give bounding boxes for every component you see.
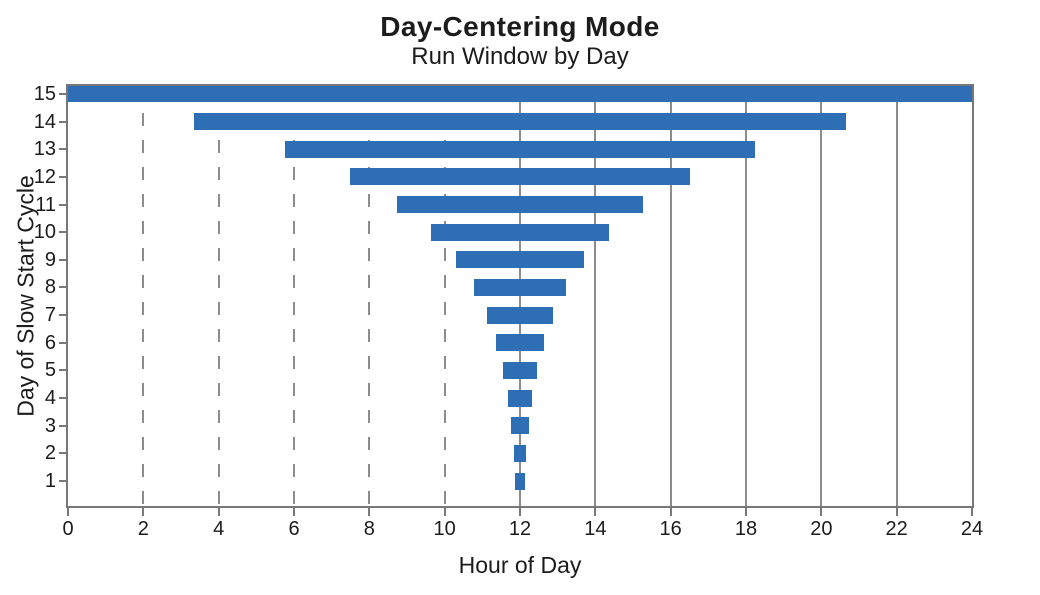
x-tick-mark-18 xyxy=(745,508,747,516)
x-tick-label-8: 8 xyxy=(363,518,375,540)
gridline-dashed-hour-6 xyxy=(293,86,295,506)
y-tick-mark-2 xyxy=(59,452,66,455)
y-tick-label-7: 7 xyxy=(44,304,56,327)
x-tick-mark-2 xyxy=(142,508,145,516)
y-tick-mark-11 xyxy=(59,203,66,206)
x-tick-label-16: 16 xyxy=(659,518,682,540)
x-tick-label-24: 24 xyxy=(960,518,984,540)
x-tick-mark-16 xyxy=(669,508,672,516)
gridline-solid-hour-22 xyxy=(895,86,898,506)
y-tick-mark-5 xyxy=(59,369,66,372)
gridline-solid-hour-12 xyxy=(519,86,521,506)
x-tick-label-20: 20 xyxy=(810,518,833,540)
y-tick-mark-3 xyxy=(59,424,66,427)
gridline-dashed-hour-2 xyxy=(142,86,145,506)
y-tick-label-6: 6 xyxy=(44,331,56,354)
y-tick-label-9: 9 xyxy=(44,248,56,271)
x-tick-label-4: 4 xyxy=(213,518,225,540)
y-tick-label-2: 2 xyxy=(44,442,56,465)
x-tick-mark-10 xyxy=(443,508,446,516)
x-tick-label-22: 22 xyxy=(885,518,908,540)
run-window-bar-day-13 xyxy=(284,140,756,158)
run-window-bar-day-9 xyxy=(455,251,585,269)
x-tick-mark-0 xyxy=(67,508,69,516)
run-window-bar-day-10 xyxy=(431,223,609,241)
run-window-bar-day-1 xyxy=(515,472,525,490)
x-tick-mark-6 xyxy=(293,508,295,516)
y-tick-label-1: 1 xyxy=(44,470,56,492)
run-window-bar-day-2 xyxy=(513,444,527,462)
x-tick-mark-8 xyxy=(368,508,371,516)
x-tick-mark-14 xyxy=(594,508,597,516)
y-tick-label-13: 13 xyxy=(33,138,56,161)
y-tick-mark-4 xyxy=(59,397,66,400)
y-tick-label-15: 15 xyxy=(33,82,56,105)
run-window-bar-day-4 xyxy=(507,389,533,407)
run-window-bar-day-11 xyxy=(397,196,643,213)
y-tick-mark-7 xyxy=(59,314,66,317)
gridline-dashed-hour-4 xyxy=(217,86,220,506)
x-tick-label-18: 18 xyxy=(734,518,758,540)
gridline-solid-hour-14 xyxy=(594,86,597,506)
x-tick-label-10: 10 xyxy=(433,518,456,540)
plot-canvas xyxy=(68,86,972,506)
y-tick-label-14: 14 xyxy=(33,110,56,133)
x-tick-label-14: 14 xyxy=(584,518,607,540)
y-tick-mark-10 xyxy=(59,231,66,234)
y-axis-label: Day of Slow Start Cycle xyxy=(12,175,39,417)
y-tick-label-12: 12 xyxy=(33,165,56,188)
run-window-bar-day-8 xyxy=(474,278,566,296)
gridline-dashed-hour-10 xyxy=(443,86,446,506)
x-tick-label-2: 2 xyxy=(137,518,149,540)
x-tick-mark-20 xyxy=(820,508,823,516)
x-tick-label-6: 6 xyxy=(288,518,300,540)
y-tick-mark-1 xyxy=(59,480,66,482)
x-tick-mark-4 xyxy=(217,508,220,516)
y-tick-label-8: 8 xyxy=(44,276,56,299)
gridline-solid-hour-16 xyxy=(669,86,672,506)
x-tick-label-0: 0 xyxy=(62,518,74,540)
run-window-bar-day-5 xyxy=(502,361,538,379)
run-window-bar-day-15 xyxy=(68,86,972,103)
x-axis-label: Hour of Day xyxy=(458,552,582,578)
y-tick-label-11: 11 xyxy=(35,193,56,216)
y-tick-mark-15 xyxy=(59,92,66,95)
gridline-dashed-hour-8 xyxy=(368,86,371,506)
run-window-bar-day-7 xyxy=(486,306,554,324)
y-tick-label-4: 4 xyxy=(44,387,56,410)
run-window-bar-day-3 xyxy=(510,417,530,435)
y-tick-mark-14 xyxy=(59,120,66,123)
y-tick-mark-13 xyxy=(59,148,66,151)
chart-subtitle: Run Window by Day xyxy=(411,43,629,70)
y-tick-label-5: 5 xyxy=(44,359,56,382)
gridline-solid-hour-20 xyxy=(820,86,823,506)
y-tick-label-3: 3 xyxy=(44,414,56,437)
y-tick-mark-8 xyxy=(59,286,66,289)
y-tick-mark-12 xyxy=(59,175,66,178)
run-window-bar-day-6 xyxy=(495,334,545,352)
run-window-bar-day-12 xyxy=(350,168,690,186)
y-tick-mark-6 xyxy=(59,341,66,344)
plot-area xyxy=(66,84,974,508)
x-tick-mark-22 xyxy=(895,508,898,516)
gridline-solid-hour-18 xyxy=(745,86,747,506)
run-window-bar-day-14 xyxy=(193,113,847,131)
chart-title: Day-Centering Mode xyxy=(380,11,660,42)
x-tick-mark-12 xyxy=(519,508,521,516)
y-tick-mark-9 xyxy=(59,258,66,261)
y-tick-label-10: 10 xyxy=(33,221,56,244)
x-tick-mark-24 xyxy=(971,508,973,516)
x-tick-label-12: 12 xyxy=(508,518,532,540)
